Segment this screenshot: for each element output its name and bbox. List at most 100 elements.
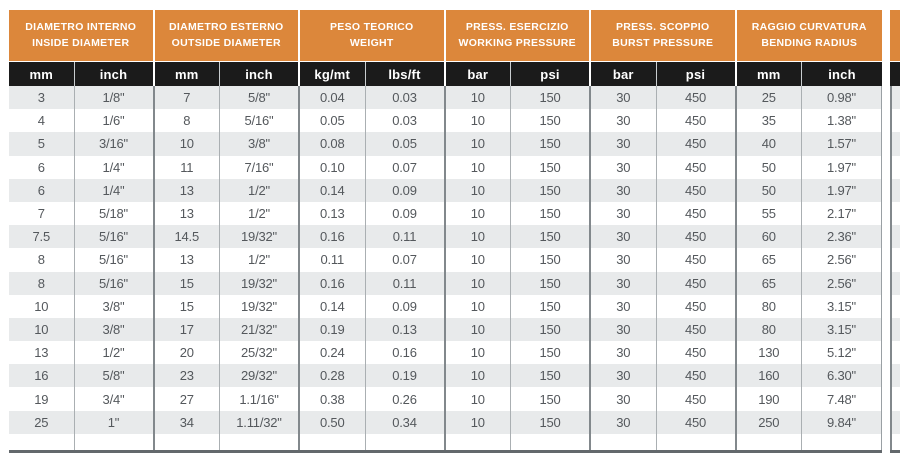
data-cell: 7 xyxy=(155,86,220,110)
data-cell: 0.24 xyxy=(300,341,366,365)
data-cell: 30 xyxy=(591,201,657,226)
group-title-english: WORKING PRESSURE xyxy=(458,36,576,49)
data-cell: 7/16" xyxy=(220,155,300,179)
table-row: 16 5/8" 23 29/32" 0.28 0.19 10 150 30 450 160 6.30" xyxy=(9,364,882,388)
data-cell: 5/16" xyxy=(75,225,155,249)
data-cell: 34 xyxy=(155,410,220,434)
data-cell: 150 xyxy=(511,317,591,342)
data-cell: 10 xyxy=(446,387,511,411)
unit-cell: mm xyxy=(9,62,75,86)
data-cell: 0.09 xyxy=(366,201,446,226)
data-cell: 0.05 xyxy=(300,109,366,133)
unit-cell: inch xyxy=(74,62,155,86)
cropped-data-cell xyxy=(892,294,900,318)
data-cell: 450 xyxy=(657,410,737,434)
data-cell: 8 xyxy=(155,109,220,133)
data-cell: 0.14 xyxy=(300,178,366,202)
table-row: 8 5/16" 15 19/32" 0.16 0.11 10 150 30 450 65 2.56" xyxy=(9,271,882,295)
data-cell: 150 xyxy=(511,294,591,318)
data-cell: 450 xyxy=(657,201,737,226)
data-cell: 10 xyxy=(446,294,511,318)
data-cell: 450 xyxy=(657,225,737,249)
data-cell: 10 xyxy=(446,364,511,388)
column-group-header: PRESS. SCOPPIO BURST PRESSURE xyxy=(591,10,737,62)
data-cell: 450 xyxy=(657,155,737,179)
data-cell: 27 xyxy=(155,387,220,411)
table-row: 19 3/4" 27 1.1/16" 0.38 0.26 10 150 30 450 190 7.48… xyxy=(9,387,882,411)
data-cell: 0.38 xyxy=(300,387,366,411)
data-cell: 30 xyxy=(591,225,657,249)
unit-cell: mm xyxy=(736,62,802,86)
group-title-italian: DIAMETRO ESTERNO xyxy=(169,21,284,34)
empty-cell xyxy=(802,433,882,450)
data-cell: 55 xyxy=(737,201,802,226)
data-cell: 2.17" xyxy=(802,201,882,226)
cropped-data-cell xyxy=(892,248,900,272)
data-cell: 0.07 xyxy=(366,248,446,272)
data-cell: 10 xyxy=(446,410,511,434)
data-cell: 10 xyxy=(446,109,511,133)
data-cell: 10 xyxy=(446,132,511,156)
data-cell: 0.28 xyxy=(300,364,366,388)
data-cell: 2.36" xyxy=(802,225,882,249)
data-cell: 10 xyxy=(446,225,511,249)
empty-cell xyxy=(591,433,657,450)
data-cell: 0.19 xyxy=(300,317,366,342)
data-cell: 10 xyxy=(446,271,511,295)
data-cell: 0.13 xyxy=(366,317,446,342)
data-cell: 5.12" xyxy=(802,341,882,365)
cropped-data-cell xyxy=(892,155,900,179)
cropped-data-cell xyxy=(892,341,900,365)
data-cell: 30 xyxy=(591,132,657,156)
data-cell: 11 xyxy=(155,155,220,179)
data-cell: 450 xyxy=(657,317,737,342)
data-cell: 150 xyxy=(511,201,591,226)
data-cell: 60 xyxy=(737,225,802,249)
data-cell: 10 xyxy=(446,317,511,342)
cropped-data-cell xyxy=(892,132,900,156)
empty-cell xyxy=(9,433,75,450)
empty-cell xyxy=(446,433,511,450)
data-cell: 0.07 xyxy=(366,155,446,179)
unit-cell: mm xyxy=(154,62,220,86)
data-cell: 0.19 xyxy=(366,364,446,388)
empty-cell xyxy=(300,433,366,450)
data-cell: 4 xyxy=(9,109,75,133)
data-cell: 0.03 xyxy=(366,86,446,110)
data-cell: 30 xyxy=(591,178,657,202)
data-cell: 5/16" xyxy=(75,271,155,295)
cropped-group-header xyxy=(890,10,900,62)
table-row: 6 1/4" 11 7/16" 0.10 0.07 10 150 30 450 50 1.97" xyxy=(9,155,882,179)
data-cell: 1.1/16" xyxy=(220,387,300,411)
data-cell: 1" xyxy=(75,410,155,434)
data-cell: 21/32" xyxy=(220,317,300,342)
data-cell: 30 xyxy=(591,155,657,179)
empty-cell xyxy=(657,433,737,450)
group-title-italian: DIAMETRO INTERNO xyxy=(25,21,137,34)
cropped-data-column xyxy=(890,86,900,450)
column-group-header: PESO TEORICO WEIGHT xyxy=(300,10,446,62)
data-cell: 19 xyxy=(9,387,75,411)
table-row: 8 5/16" 13 1/2" 0.11 0.07 10 150 30 450 65 2.56" xyxy=(9,248,882,272)
data-cell: 150 xyxy=(511,109,591,133)
data-cell: 1.97" xyxy=(802,178,882,202)
data-cell: 10 xyxy=(155,132,220,156)
data-cell: 30 xyxy=(591,387,657,411)
data-cell: 14.5 xyxy=(155,225,220,249)
data-cell: 0.16 xyxy=(300,271,366,295)
data-cell: 30 xyxy=(591,248,657,272)
data-cell: 0.34 xyxy=(366,410,446,434)
data-cell: 35 xyxy=(737,109,802,133)
data-cell: 15 xyxy=(155,271,220,295)
data-cell: 80 xyxy=(737,294,802,318)
group-title-italian: RAGGIO CURVATURA xyxy=(751,21,867,34)
data-cell: 9.84" xyxy=(802,410,882,434)
data-cell: 13 xyxy=(9,341,75,365)
data-cell: 150 xyxy=(511,86,591,110)
data-cell: 450 xyxy=(657,248,737,272)
data-cell: 15 xyxy=(155,294,220,318)
table-row: 3 1/8" 7 5/8" 0.04 0.03 10 150 30 450 25 0.98" xyxy=(9,86,882,110)
data-cell: 450 xyxy=(657,132,737,156)
data-cell: 10 xyxy=(446,178,511,202)
data-cell: 450 xyxy=(657,387,737,411)
